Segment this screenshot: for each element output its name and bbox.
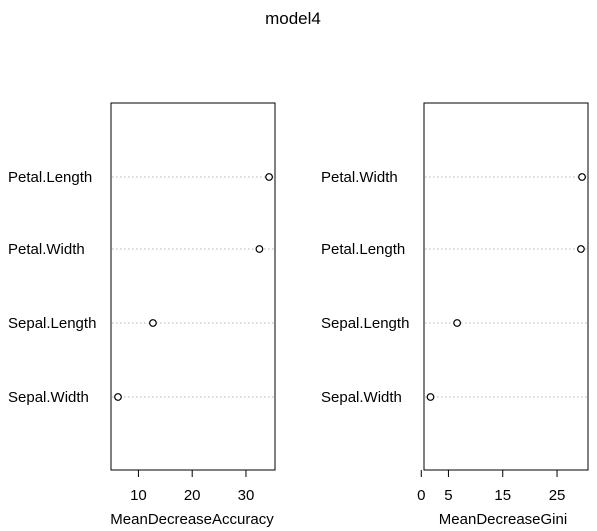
category-label: Sepal.Length xyxy=(8,315,96,332)
data-point xyxy=(265,173,273,181)
category-label: Sepal.Length xyxy=(321,315,409,332)
x-axis-label: MeanDecreaseGini xyxy=(439,511,567,528)
category-label: Petal.Width xyxy=(321,169,398,186)
x-tick-label: 5 xyxy=(444,487,452,504)
x-tick-label: 10 xyxy=(130,487,147,504)
x-tick-label: 15 xyxy=(494,487,511,504)
data-point xyxy=(577,245,585,253)
category-label: Sepal.Width xyxy=(8,389,89,406)
x-tick-label: 30 xyxy=(238,487,255,504)
category-label: Petal.Length xyxy=(321,241,405,258)
data-point xyxy=(114,393,122,401)
x-axis-label: MeanDecreaseAccuracy xyxy=(110,511,274,528)
plot-frame xyxy=(423,102,589,471)
data-point xyxy=(453,319,462,327)
category-label: Petal.Width xyxy=(8,241,85,258)
data-point xyxy=(149,319,157,327)
data-point xyxy=(255,245,264,253)
category-label: Petal.Length xyxy=(8,169,92,186)
data-point xyxy=(578,173,586,181)
chart-title: model4 xyxy=(265,9,321,28)
x-tick-label: 0 xyxy=(417,487,425,504)
x-tick-label: 20 xyxy=(184,487,201,504)
panel-gini: Petal.Width Petal.Length Sepal.Length Sepal… xyxy=(321,102,589,528)
plot-frame xyxy=(110,102,276,471)
category-label: Sepal.Width xyxy=(321,389,402,406)
x-tick-label: 25 xyxy=(549,487,566,504)
panel-accuracy: Petal.Length Petal.Width Sepal.Length Sepal… xyxy=(8,102,276,528)
data-point xyxy=(426,393,435,401)
